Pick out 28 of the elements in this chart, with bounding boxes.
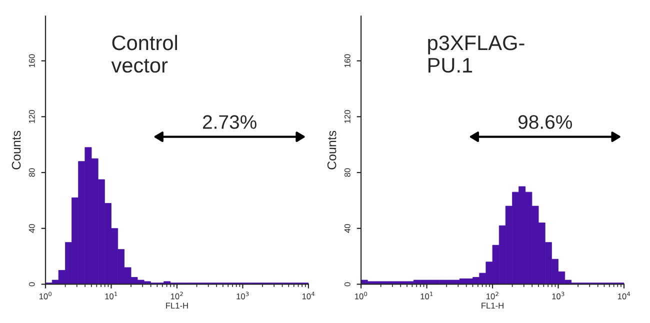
y-axis-title: Counts	[327, 130, 336, 170]
x-tick-label: 10$^{4}$	[302, 292, 315, 300]
x-tick-label: 10$^{0}$	[39, 292, 52, 300]
y-tick-label: 80	[344, 168, 350, 177]
text: p3XFLAG- PU.1	[428, 35, 524, 73]
y-tick-label: 0	[28, 282, 35, 286]
annotation: 2.73%	[202, 115, 256, 129]
y-tick-label: 160	[344, 54, 350, 68]
annotation: 98.6%	[518, 115, 572, 129]
x-tick-label: 10$^{2}$	[486, 292, 498, 300]
y-axis-title: Counts	[12, 130, 21, 170]
y-tick-label: 80	[28, 168, 35, 177]
y-tick-label: 40	[344, 224, 350, 233]
y-tick-label: 120	[28, 110, 35, 123]
x-tick-label: 10$^{4}$	[618, 292, 630, 300]
y-tick-label: 120	[344, 110, 350, 123]
x-axis-title: FL1-H	[482, 302, 504, 308]
x-tick-label: 10$^{3}$	[552, 292, 564, 300]
y-tick-label: 160	[28, 54, 35, 68]
x-tick-label: 10$^{1}$	[105, 292, 118, 300]
x-tick-label: 10$^{0}$	[355, 292, 368, 300]
text: Control vector	[111, 34, 178, 73]
x-axis-title: FL1-H	[166, 302, 188, 308]
x-tick-label: 10$^{3}$	[236, 292, 249, 300]
x-tick-label: 10$^{2}$	[170, 292, 183, 300]
y-tick-label: 0	[344, 282, 350, 286]
y-tick-label: 40	[28, 224, 35, 233]
x-tick-label: 10$^{1}$	[420, 292, 433, 300]
